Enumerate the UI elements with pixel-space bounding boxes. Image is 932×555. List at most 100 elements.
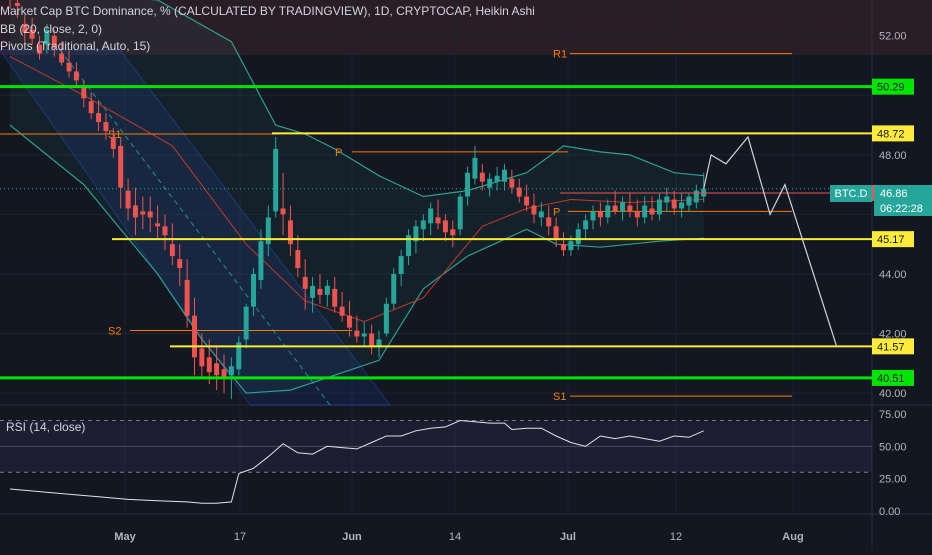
x-tick-label: 17 xyxy=(234,531,246,543)
rsi-tick-label: 75.00 xyxy=(879,409,907,421)
candle-body xyxy=(354,330,360,337)
candle-body xyxy=(664,196,670,203)
candle-body xyxy=(686,196,692,206)
candle-body xyxy=(376,339,382,346)
candle-body xyxy=(66,62,72,72)
time-axis[interactable]: May 17 Jun 14 Jul 12 Aug xyxy=(114,531,803,543)
current-price-label: 46.86 xyxy=(880,188,908,200)
rsi-indicator-label[interactable]: RSI (14, close) xyxy=(6,420,86,434)
candle-body xyxy=(273,148,279,212)
level-tag-label: 50.29 xyxy=(877,82,905,94)
candle-body xyxy=(597,211,603,218)
candle-body xyxy=(487,178,493,188)
price-badge xyxy=(874,185,932,216)
symbol-badge xyxy=(830,185,872,202)
candle-body xyxy=(132,205,138,218)
candle-body xyxy=(420,220,426,230)
candle-body xyxy=(398,256,404,274)
y-tick-label: 42.00 xyxy=(879,329,907,341)
candle-body xyxy=(280,208,286,215)
symbol-label: BTC.D xyxy=(835,188,868,200)
candle-body xyxy=(88,101,94,114)
candle-body xyxy=(538,211,544,218)
header-band xyxy=(0,0,932,55)
level-tag xyxy=(872,231,914,248)
level-tag-label: 40.51 xyxy=(877,373,905,385)
candle-body xyxy=(118,145,124,188)
candle-body xyxy=(295,250,301,269)
level-tag-label: 41.57 xyxy=(877,341,905,353)
x-tick-label: 14 xyxy=(449,531,461,543)
candle-body xyxy=(287,220,293,245)
candle-body xyxy=(494,175,500,182)
candle-body xyxy=(258,241,264,280)
candle-body xyxy=(339,306,345,316)
candle-body xyxy=(605,205,611,218)
candle-body xyxy=(627,205,633,212)
candle-body xyxy=(192,315,197,358)
countdown-label: 06:22:28 xyxy=(880,203,923,215)
candle-body xyxy=(155,223,161,227)
bb-fill xyxy=(10,0,704,394)
pivot-label: P xyxy=(335,147,342,159)
candle-body xyxy=(251,273,257,307)
candle-body xyxy=(51,35,57,48)
candle-body xyxy=(479,172,485,182)
candle-body xyxy=(583,220,589,230)
candle-body xyxy=(206,357,212,373)
candle-body xyxy=(693,190,699,203)
rsi-tick-label: 25.00 xyxy=(879,474,907,486)
x-tick-label: Jun xyxy=(342,531,362,543)
candle-body xyxy=(228,366,234,376)
candle-body xyxy=(169,244,175,257)
rsi-line xyxy=(9,419,704,504)
candle-body xyxy=(265,217,271,245)
candle-body xyxy=(243,306,249,340)
candle-body xyxy=(317,288,323,295)
pivots-indicator-label[interactable]: Pivots (Traditional, Auto, 15) xyxy=(0,39,151,53)
candle-body xyxy=(656,199,662,215)
candle-body xyxy=(671,199,677,209)
candle-body xyxy=(450,229,456,236)
projection-line xyxy=(703,135,838,347)
candle-body xyxy=(59,53,65,63)
bb-indicator-label[interactable]: BB (20, close, 2, 0) xyxy=(0,22,103,36)
candles xyxy=(9,0,707,400)
candle-body xyxy=(642,205,648,218)
candle-body xyxy=(162,226,168,236)
candle-body xyxy=(465,172,471,197)
y-tick-label: 52.00 xyxy=(879,31,907,43)
candle-body xyxy=(391,273,397,304)
level-tag xyxy=(872,369,914,386)
price-axis[interactable]: 52.00 48.00 44.00 42.00 40.00 75.00 50.00 25.00… xyxy=(879,31,907,518)
candle-body xyxy=(22,23,28,33)
candle-body xyxy=(634,211,640,218)
candle-body xyxy=(428,208,434,224)
candle-body xyxy=(561,244,566,251)
level-tag-label: 48.72 xyxy=(877,128,905,140)
candle-body xyxy=(125,190,131,209)
chart-title: Market Cap BTC Dominance, % (CALCULATED … xyxy=(0,4,535,18)
y-tick-label: 44.00 xyxy=(879,269,907,281)
candle-body xyxy=(524,196,530,206)
candle-body xyxy=(501,169,507,182)
candle-body xyxy=(332,288,338,307)
candle-body xyxy=(369,333,375,346)
candle-body xyxy=(406,235,412,257)
candle-body xyxy=(73,71,79,81)
rsi-pane xyxy=(0,419,872,504)
pivot-label: S1 xyxy=(553,391,566,403)
candle-body xyxy=(346,315,352,328)
pivot-label: S2 xyxy=(108,326,121,338)
candle-body xyxy=(103,122,109,132)
pivot-label: R1 xyxy=(553,49,567,61)
candle-body xyxy=(649,208,655,215)
candle-body xyxy=(679,202,685,209)
x-tick-label: May xyxy=(114,531,136,543)
candle-body xyxy=(361,333,367,337)
candle-body xyxy=(435,217,441,224)
candle-body xyxy=(37,44,43,54)
